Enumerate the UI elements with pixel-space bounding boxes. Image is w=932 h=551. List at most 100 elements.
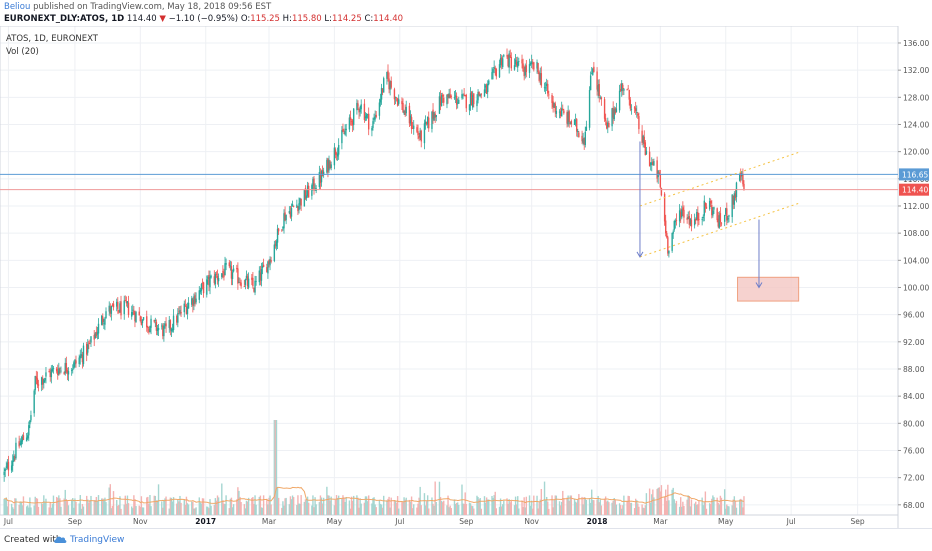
volume-bar [438, 481, 441, 515]
candle-body [532, 63, 534, 65]
candle-body [101, 315, 103, 325]
price-tick-label: 88.00 [903, 365, 925, 374]
volume-bar [157, 484, 160, 515]
candle-body [612, 107, 614, 118]
volume-bar [508, 499, 510, 515]
volume-bar [86, 495, 88, 515]
channel-lower-line [639, 202, 801, 258]
candle-body [543, 87, 546, 89]
volume-bar [275, 420, 278, 515]
volume-bar [343, 498, 345, 515]
price-chart[interactable]: 68.00 72.00 76.00 80.00 84.00 88.00 92.00 96.00… [0, 26, 932, 528]
candle-body [656, 160, 658, 179]
candle-body [25, 437, 28, 442]
candle-body [380, 87, 383, 100]
tradingview-brand-link[interactable]: TradingView [70, 535, 125, 545]
candle-body [637, 113, 639, 116]
author-link[interactable]: Beliou [4, 2, 31, 12]
high-label: H: [282, 14, 292, 24]
volume-bar [109, 484, 111, 515]
volume-bar [563, 498, 565, 515]
volume-bar [588, 498, 591, 515]
time-axis[interactable]: Jul Sep Nov 2017 Mar May Jul Sep Nov 2018 Mar May Ju… [3, 517, 865, 526]
volume-bar [261, 507, 264, 515]
volume-bar [432, 503, 434, 515]
candle-body [67, 371, 70, 375]
candle-body [514, 59, 517, 65]
candle-body [276, 228, 279, 243]
volume-bar [660, 485, 663, 515]
candle-body [423, 123, 426, 144]
candle-body [524, 66, 526, 76]
volume-bar [246, 501, 249, 515]
volume-bar [208, 508, 210, 515]
volume-bar [381, 507, 384, 515]
volume-bar [119, 496, 121, 515]
volume-bar [112, 491, 115, 515]
candle-body [509, 55, 511, 58]
last-price: 114.40 [126, 14, 157, 24]
candle-body [206, 279, 208, 295]
candle-body [82, 345, 85, 365]
candle-body [588, 90, 591, 128]
candle-body [441, 94, 444, 97]
candle-body [352, 108, 355, 125]
price-axis[interactable]: 68.00 72.00 76.00 80.00 84.00 88.00 92.00 96.00… [898, 39, 929, 510]
candle-body [306, 185, 309, 196]
candle-body [463, 93, 465, 95]
candle-body [333, 147, 336, 166]
candle-body [648, 151, 651, 167]
volume-bar [65, 499, 68, 515]
volume-bar [154, 495, 157, 515]
volume-bar [374, 504, 376, 515]
volume-bar [322, 497, 325, 515]
candle-body [28, 425, 30, 436]
candle-body [52, 368, 55, 369]
volume-pane [3, 420, 745, 515]
candle-body [633, 107, 636, 109]
candle-body [494, 67, 496, 70]
candle-body [458, 99, 460, 104]
candle-body [365, 114, 368, 119]
candle-body [80, 354, 83, 357]
candle-body [393, 89, 396, 100]
candle-body [657, 170, 659, 178]
last-price-tag [899, 183, 929, 196]
candle-body [320, 171, 323, 183]
volume-bar [375, 507, 377, 515]
volume-bar [184, 504, 187, 515]
candle-body [322, 171, 325, 175]
candle-body [726, 208, 728, 221]
volume-bar [266, 498, 268, 515]
candle-body [383, 78, 385, 93]
candle-body [284, 212, 286, 221]
open-value: 115.25 [250, 14, 280, 24]
candle-body [342, 128, 344, 132]
candle-body [42, 378, 44, 385]
volume-bar [674, 503, 677, 515]
candle-body [321, 170, 324, 177]
candle-body [363, 103, 366, 120]
volume-bar [164, 498, 166, 515]
volume-bar [101, 498, 103, 515]
candle-body [244, 279, 247, 285]
high-value: 115.80 [291, 14, 322, 24]
volume-bar [330, 496, 332, 515]
candle-body [51, 368, 54, 372]
volume-bar [387, 498, 389, 515]
candle-body [718, 215, 721, 228]
candle-body [665, 220, 667, 234]
candle-body [643, 136, 645, 145]
candle-body [37, 384, 40, 386]
candle-body [108, 305, 110, 312]
volume-bar [356, 495, 358, 515]
candle-body [299, 198, 301, 205]
candle-body [503, 55, 505, 57]
volume-bar [96, 501, 99, 515]
volume-bar [510, 500, 513, 515]
volume-bar [675, 500, 678, 515]
volume-bar [484, 502, 487, 515]
volume-bar [73, 507, 75, 515]
volume-bar [300, 495, 302, 515]
volume-bar [667, 484, 669, 515]
